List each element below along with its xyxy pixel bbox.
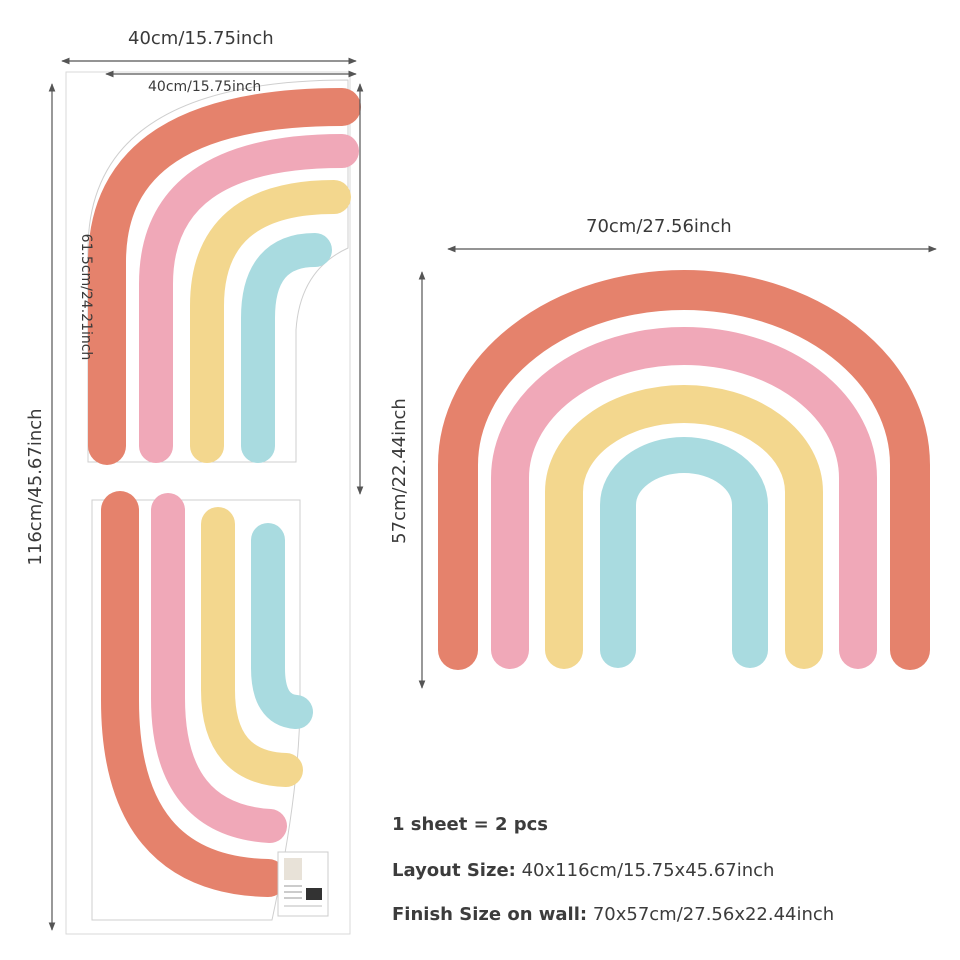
finish-height-label: 57cm/22.44inch <box>389 398 410 544</box>
bottom-piece-rainbow <box>101 491 313 897</box>
layout-size-value: 40x116cm/15.75x45.67inch <box>521 860 775 881</box>
finish-pink-band <box>491 327 877 669</box>
layout-size-label: Layout Size: <box>392 860 516 881</box>
pieces-text: 1 sheet = 2 pcs <box>392 814 549 835</box>
product-label <box>277 851 329 917</box>
sheet-height-label: 116cm/45.67inch <box>25 408 46 566</box>
piece-width-label: 40cm/15.75inch <box>148 79 262 95</box>
finish-yellow-band <box>545 385 823 669</box>
pieces-info: 1 sheet = 2 pcs <box>392 816 548 834</box>
sheet-width-label: 40cm/15.75inch <box>128 28 274 49</box>
piece-height-label: 61.5cm/24.21inch <box>78 233 94 361</box>
top-coral-band <box>88 88 361 465</box>
finish-size-value: 70x57cm/27.56x22.44inch <box>592 904 835 925</box>
bottom-blue-band <box>251 523 313 729</box>
finish-coral-band <box>438 270 930 670</box>
top-pink-band <box>139 134 359 463</box>
finish-width-label: 70cm/27.56inch <box>586 216 732 237</box>
layout-size-info: Layout Size: 40x116cm/15.75x45.67inch <box>392 862 774 880</box>
finish-blue-band <box>600 437 768 668</box>
finish-size-info: Finish Size on wall: 70x57cm/27.56x22.44… <box>392 906 834 924</box>
top-piece-rainbow <box>88 88 361 465</box>
top-yellow-band <box>190 180 351 463</box>
finished-rainbow <box>438 270 930 670</box>
bottom-coral-band <box>101 491 287 897</box>
bottom-pink-band <box>151 493 287 843</box>
bottom-yellow-band <box>201 507 303 787</box>
top-blue-band <box>241 233 332 463</box>
finish-size-label: Finish Size on wall: <box>392 904 588 925</box>
